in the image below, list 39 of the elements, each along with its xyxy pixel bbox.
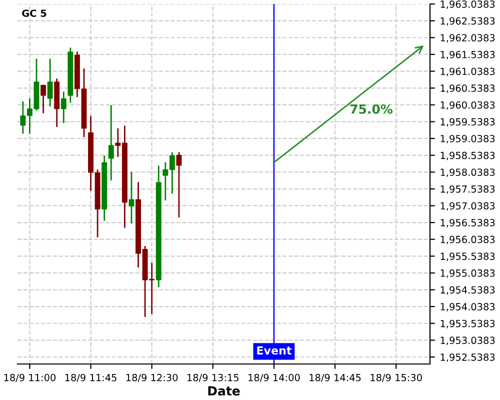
y-tick-label: 1,962.5383 (440, 17, 495, 26)
y-tick-label: 1,952.5383 (440, 353, 495, 362)
y-tick-label: 1,957.0383 (440, 202, 495, 211)
y-tick-label: 1,960.0383 (440, 101, 495, 110)
candlestick (108, 105, 114, 180)
x-tick-label: 18/9 11:45 (65, 374, 116, 382)
y-tick-label: 1,953.5383 (440, 320, 495, 328)
y-tick-label: 1,954.5383 (440, 286, 495, 295)
candlestick (128, 172, 134, 224)
y-tick-label: 1,956.5383 (440, 219, 495, 228)
x-axis-title: Date (208, 386, 240, 396)
x-tick-label: 18/9 11:00 (4, 374, 56, 382)
y-tick-label: 1,956.0383 (440, 236, 495, 244)
candlestick (60, 92, 66, 123)
x-tick-label: 18/9 15:30 (370, 374, 422, 382)
ref-line-label: Event (257, 346, 292, 355)
y-tick-label: 1,955.5383 (440, 252, 495, 261)
y-tick-label: 1,961.5383 (440, 50, 495, 60)
x-tick-label: 18/9 14:00 (248, 374, 300, 382)
y-tick-label: 1,961.0383 (440, 68, 495, 76)
x-tick-label: 18/9 12:30 (126, 374, 178, 382)
y-tick-label: 1,962.0383 (440, 34, 495, 42)
x-tick-label: 18/9 14:45 (310, 374, 361, 382)
y-tick-label: 1,958.0383 (440, 168, 495, 177)
y-tick-label: 1,960.5383 (440, 84, 495, 93)
y-tick-label: 1,959.0383 (440, 134, 495, 144)
candlestick (176, 152, 182, 218)
candlestick (40, 84, 46, 114)
y-tick-label: 1,955.0383 (440, 269, 495, 278)
y-tick-label: 1,963.0383 (440, 0, 495, 9)
y-tick-label: 1,957.5383 (440, 185, 495, 194)
candlestick (47, 58, 53, 107)
x-tick-label: 18/9 13:15 (187, 374, 239, 382)
annotation: 75.0% (350, 104, 393, 114)
y-tick-label: 1,954.0383 (440, 303, 495, 312)
y-tick-label: 1,959.5383 (440, 118, 495, 126)
y-tick-label: 1,958.5383 (440, 152, 495, 160)
y-tick-label: 1,953.0383 (440, 336, 495, 346)
chart-title: GC 5 (22, 10, 46, 17)
